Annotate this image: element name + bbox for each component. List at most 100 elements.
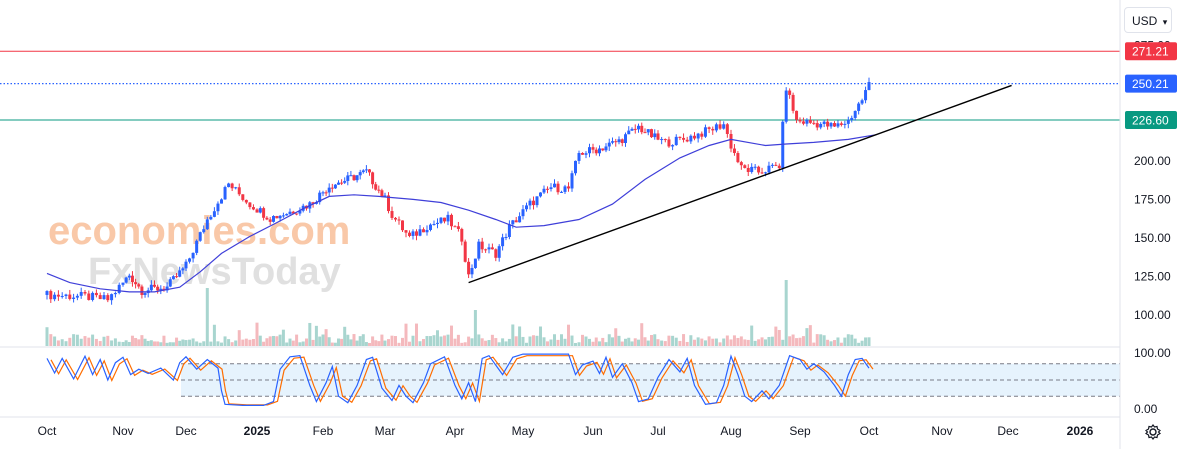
candle-body	[429, 224, 432, 230]
candle-body	[643, 132, 647, 134]
gear-icon[interactable]	[1143, 422, 1163, 442]
volume-bar	[463, 342, 467, 346]
volume-bar	[777, 329, 781, 346]
stochastic-tick-label: 0.00	[1134, 402, 1158, 416]
candle-body	[404, 230, 408, 233]
candle-body	[546, 188, 549, 190]
volume-bar	[181, 339, 185, 346]
candle-body	[291, 211, 295, 214]
volume-bar	[318, 336, 322, 346]
volume-bar	[230, 342, 234, 346]
candle-body	[739, 162, 743, 166]
volume-bar	[117, 341, 121, 346]
candle-body	[640, 125, 644, 133]
candle-body	[714, 124, 718, 131]
volume-bar	[739, 336, 743, 346]
volume-bar	[760, 337, 764, 346]
volume-bar	[549, 339, 553, 346]
candle-body	[394, 217, 397, 220]
volume-bar	[598, 341, 601, 346]
volume-bar	[671, 335, 675, 346]
candle-body	[521, 209, 525, 217]
volume-bar	[696, 337, 700, 346]
volume-bar	[295, 334, 299, 346]
candle-body	[361, 170, 365, 173]
volume-bar	[106, 335, 110, 346]
volume-bar	[223, 336, 227, 346]
volume-bar	[774, 326, 778, 346]
volume-bar	[750, 325, 754, 346]
volume-bar	[258, 335, 262, 346]
volume-bar	[364, 342, 368, 346]
volume-bar	[234, 340, 238, 346]
volume-bar	[175, 337, 179, 346]
candle-body	[205, 219, 209, 230]
volume-bar	[321, 334, 325, 346]
volume-bar	[563, 338, 567, 346]
volume-bar	[732, 335, 736, 346]
volume-bar	[418, 341, 422, 346]
volume-bar	[383, 340, 387, 346]
candle-body	[853, 110, 857, 118]
volume-bar	[864, 337, 868, 346]
candle-body	[343, 180, 347, 183]
candle-body	[646, 129, 650, 133]
candle-body	[143, 293, 147, 295]
price-tick-label: 150.00	[1134, 231, 1171, 245]
volume-bar	[646, 340, 650, 346]
candle-body	[795, 110, 799, 120]
candle-body	[349, 175, 353, 177]
candle-body	[321, 192, 325, 194]
candle-body	[397, 219, 401, 221]
x-tick-label: May	[512, 424, 535, 438]
candle-body	[75, 295, 79, 298]
candle-body	[624, 134, 627, 144]
candle-body	[826, 121, 830, 127]
volume-bar	[137, 339, 141, 346]
candle-body	[453, 226, 457, 228]
candle-body	[285, 214, 289, 216]
x-tick-label: Dec	[175, 424, 196, 438]
volume-bar	[146, 340, 150, 346]
volume-bar	[843, 337, 847, 346]
candle-body	[195, 240, 199, 253]
volume-bar	[788, 336, 792, 346]
candle-body	[134, 282, 138, 285]
volume-bar	[425, 336, 429, 346]
volume-bar	[630, 341, 634, 346]
candle-body	[374, 184, 378, 190]
volume-bar	[377, 341, 381, 346]
trendline	[468, 84, 1012, 284]
volume-bar	[497, 342, 501, 346]
candle-body	[450, 214, 453, 227]
candle-body	[159, 288, 163, 291]
candle-body	[113, 292, 117, 295]
candle-body	[212, 211, 216, 217]
candle-body	[56, 294, 60, 297]
volume-bar	[846, 334, 850, 346]
volume-bar	[588, 338, 591, 346]
candle-body	[383, 195, 387, 198]
volume-bar	[251, 339, 255, 346]
candle-body	[234, 187, 238, 189]
candle-body	[484, 249, 488, 251]
candle-body	[53, 294, 57, 300]
volume-bar	[408, 341, 411, 346]
candle-body	[577, 153, 581, 161]
volume-bar	[134, 338, 138, 346]
volume-bar	[355, 340, 359, 346]
candle-body	[620, 139, 624, 144]
volume-bar	[456, 334, 460, 346]
candle-body	[743, 165, 747, 168]
volume-bar	[857, 342, 861, 346]
candle-body	[774, 164, 778, 166]
candle-body	[64, 294, 68, 296]
volume-bar	[153, 341, 156, 346]
currency-button[interactable]: USD ▾	[1124, 7, 1172, 33]
volume-bar	[674, 337, 678, 346]
volume-bars	[45, 280, 871, 346]
volume-bar	[604, 342, 608, 346]
volume-bar	[327, 337, 331, 346]
